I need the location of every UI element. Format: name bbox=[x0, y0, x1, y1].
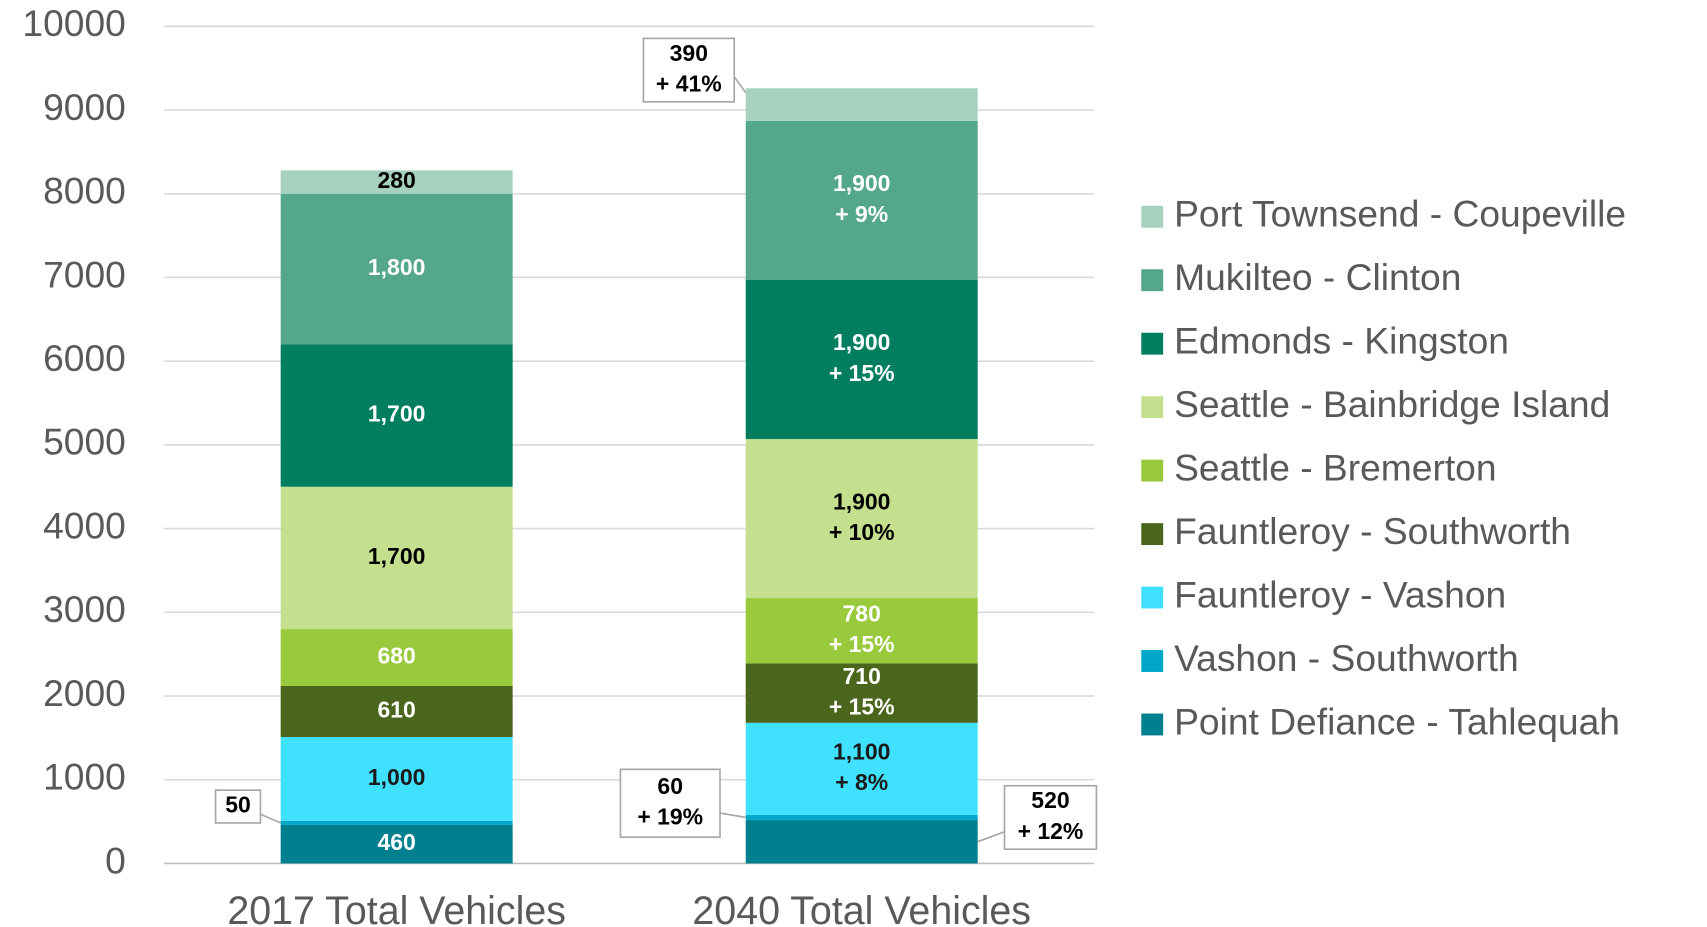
bar-segment bbox=[745, 663, 978, 723]
growth-label: + 12% bbox=[1018, 818, 1084, 844]
bar-segment bbox=[745, 88, 978, 121]
legend-label: Seattle - Bremerton bbox=[1174, 446, 1496, 488]
y-tick-label: 7000 bbox=[43, 253, 126, 295]
data-label: 280 bbox=[377, 167, 415, 193]
legend-swatch bbox=[1141, 396, 1164, 419]
growth-label: + 10% bbox=[829, 519, 895, 545]
data-label: 780 bbox=[843, 600, 881, 626]
growth-label: + 41% bbox=[656, 71, 722, 97]
legend-label: Edmonds - Kingston bbox=[1174, 320, 1509, 362]
y-tick-label: 9000 bbox=[43, 86, 126, 128]
legend-swatch bbox=[1141, 713, 1164, 736]
data-label: 710 bbox=[843, 663, 881, 689]
callout-leader bbox=[260, 813, 281, 824]
data-label: 1,700 bbox=[368, 543, 425, 569]
legend-label: Seattle - Bainbridge Island bbox=[1174, 383, 1610, 425]
callout-box bbox=[214, 789, 262, 824]
callout-box bbox=[1003, 784, 1098, 851]
y-tick-label: 0 bbox=[105, 839, 126, 881]
data-label: 50 bbox=[225, 792, 251, 818]
callout-leader bbox=[977, 830, 1005, 843]
legend-swatch bbox=[1141, 269, 1164, 292]
bar-segment bbox=[280, 170, 513, 194]
legend-swatch bbox=[1141, 586, 1164, 609]
bar-segment bbox=[745, 814, 978, 820]
legend-swatch bbox=[1141, 523, 1164, 546]
callout-leader bbox=[719, 812, 746, 819]
data-label: 60 bbox=[657, 773, 683, 799]
x-tick-label: 2017 Total Vehicles bbox=[227, 889, 566, 927]
growth-label: + 15% bbox=[829, 631, 895, 657]
data-label: 610 bbox=[377, 697, 415, 723]
callout-box bbox=[642, 37, 736, 103]
data-label: 1,100 bbox=[833, 739, 890, 765]
bar-segment bbox=[745, 120, 978, 280]
data-label: 680 bbox=[377, 643, 415, 669]
y-tick-label: 2000 bbox=[43, 672, 126, 714]
bar-segment bbox=[280, 486, 513, 630]
y-tick-label: 8000 bbox=[43, 170, 126, 212]
x-tick-label: 2040 Total Vehicles bbox=[692, 889, 1031, 927]
bar-segment bbox=[280, 193, 513, 345]
y-tick-label: 1000 bbox=[43, 756, 126, 798]
legend-label: Point Defiance - Tahlequah bbox=[1174, 700, 1620, 742]
data-label: 1,700 bbox=[368, 401, 425, 427]
data-label: 460 bbox=[377, 829, 415, 855]
growth-label: + 9% bbox=[835, 201, 888, 227]
data-label: 1,900 bbox=[833, 488, 890, 514]
bar-segment bbox=[745, 819, 978, 864]
callout-leader bbox=[733, 76, 747, 94]
data-label: 1,000 bbox=[368, 764, 425, 790]
y-tick-label: 10000 bbox=[22, 2, 125, 44]
y-tick-label: 3000 bbox=[43, 588, 126, 630]
legend-label: Fauntleroy - Vashon bbox=[1174, 573, 1506, 615]
bar-segment bbox=[280, 824, 513, 864]
bar-segment bbox=[745, 598, 978, 664]
data-label: 1,900 bbox=[833, 170, 890, 196]
bar-segment bbox=[280, 737, 513, 821]
legend-swatch bbox=[1141, 650, 1164, 672]
legend-label: Mukilteo - Clinton bbox=[1174, 256, 1461, 298]
growth-label: + 19% bbox=[637, 804, 703, 830]
legend-swatch bbox=[1141, 459, 1164, 482]
legend-swatch bbox=[1141, 332, 1164, 355]
callout-box bbox=[619, 768, 721, 839]
growth-label: + 15% bbox=[829, 360, 895, 386]
legend-label: Port Townsend - Coupeville bbox=[1174, 193, 1626, 235]
data-label: 520 bbox=[1031, 787, 1069, 813]
growth-label: + 15% bbox=[829, 693, 895, 719]
y-tick-label: 6000 bbox=[43, 337, 126, 379]
y-tick-label: 4000 bbox=[43, 504, 126, 546]
data-label: 1,900 bbox=[833, 329, 890, 355]
data-label: 1,800 bbox=[368, 254, 425, 280]
legend-label: Vashon - Southworth bbox=[1174, 637, 1519, 679]
legend-swatch bbox=[1141, 205, 1164, 228]
legend-label: Fauntleroy - Southworth bbox=[1174, 510, 1571, 552]
data-label: 390 bbox=[670, 40, 708, 66]
bar-segment bbox=[745, 722, 978, 815]
y-tick-label: 5000 bbox=[43, 421, 126, 463]
growth-label: + 8% bbox=[835, 769, 888, 795]
bar-segment bbox=[280, 344, 513, 487]
bar-segment bbox=[280, 629, 513, 686]
bar-segment bbox=[280, 685, 513, 738]
bar-segment bbox=[745, 279, 978, 440]
bar-segment bbox=[745, 439, 978, 599]
bar-segment bbox=[280, 820, 513, 825]
